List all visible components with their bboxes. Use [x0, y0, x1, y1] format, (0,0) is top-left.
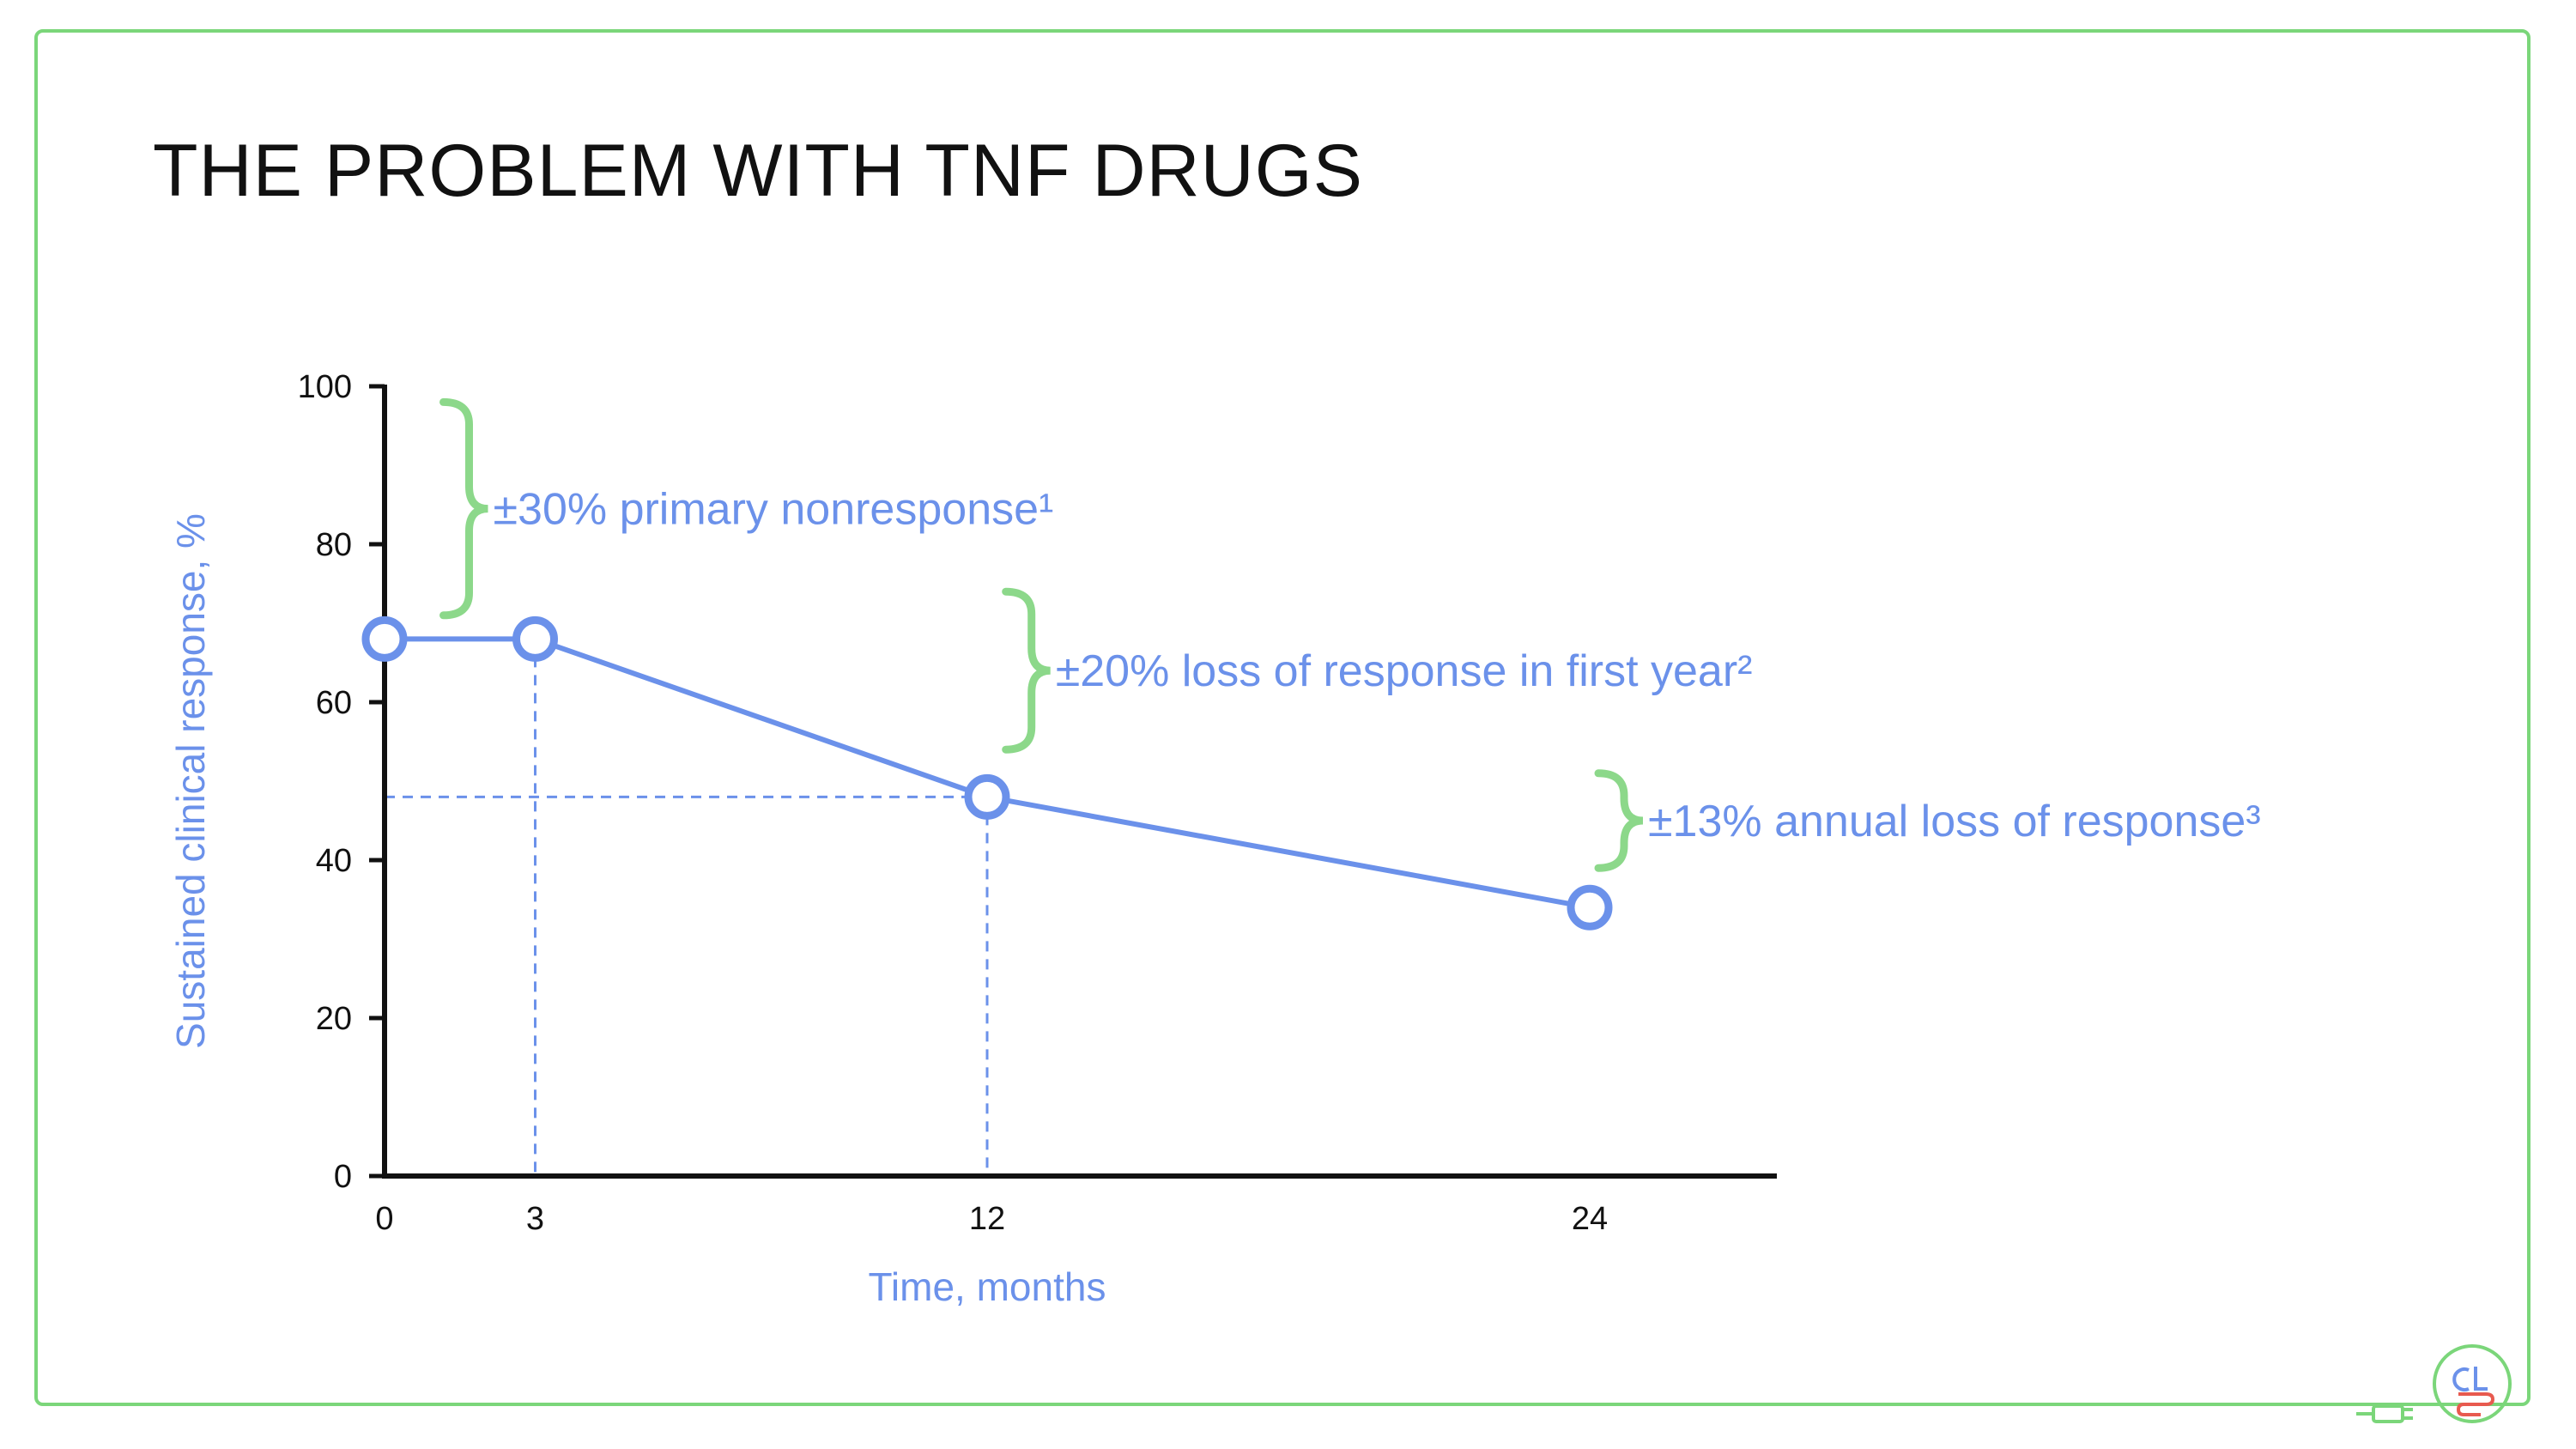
response-line [385, 636, 1591, 911]
brace-shape [1002, 587, 1052, 754]
y-axis-label: Sustained clinical response, % [168, 513, 213, 1049]
y-ticks: 0 20 40 60 80 100 [298, 369, 385, 1195]
x-tick-label: 12 [969, 1201, 1005, 1237]
annotation-labels: ±30% primary nonresponse¹ ±20% loss of re… [494, 485, 2261, 846]
slide-title: THE PROBLEM WITH TNF DRUGS [153, 130, 1364, 212]
y-tick-label: 20 [316, 1001, 352, 1037]
annotation-label: ±30% primary nonresponse¹ [494, 485, 1054, 535]
x-axis-label: Time, months [869, 1264, 1106, 1309]
brace-shape [1594, 769, 1644, 872]
y-tick-label: 80 [316, 527, 352, 563]
reference-lines [385, 639, 989, 1176]
slide-frame [34, 29, 2531, 1406]
data-point [964, 773, 1010, 820]
cl-logo [2433, 1344, 2512, 1423]
x-ticks: 0 3 12 24 [375, 1201, 1608, 1237]
y-tick-label: 60 [316, 685, 352, 721]
series-line [385, 636, 1591, 911]
data-point [361, 615, 408, 662]
y-tick-label: 40 [316, 843, 352, 879]
plug-icon [2356, 1404, 2413, 1423]
data-point [1567, 884, 1613, 931]
x-tick-label: 3 [526, 1201, 544, 1237]
annotation-label: ±13% annual loss of response³ [1648, 797, 2261, 846]
data-point [512, 615, 558, 662]
y-tick-label: 0 [334, 1159, 352, 1195]
annotation-label: ±20% loss of response in first year² [1056, 646, 1753, 696]
chart-axes [382, 385, 1777, 1179]
brace-shape [439, 397, 488, 620]
annotation-braces [439, 397, 1644, 872]
x-tick-label: 24 [1572, 1201, 1608, 1237]
data-points [361, 615, 1613, 931]
x-tick-label: 0 [375, 1201, 393, 1237]
y-tick-label: 100 [298, 369, 352, 405]
